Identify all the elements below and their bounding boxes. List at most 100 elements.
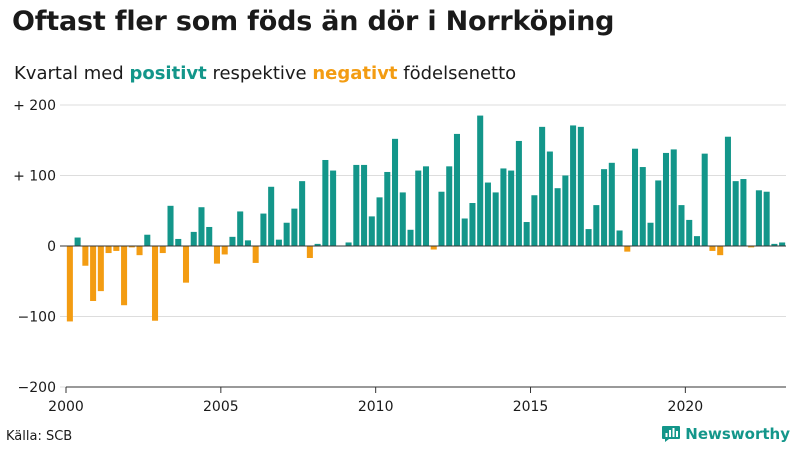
x-tick-label: 2005 [203,399,239,415]
bar [624,246,631,252]
bar [562,175,569,246]
subtitle-positive-label: positivt [129,63,207,84]
y-tick-label: −200 [18,380,56,396]
bar [616,230,623,246]
bar [353,164,360,246]
x-tick-label: 2000 [48,399,84,415]
bar [438,191,445,246]
bar [361,164,368,246]
bar [376,197,383,246]
bar [593,205,600,246]
bar [167,205,174,246]
bar [190,231,197,246]
bar [121,246,128,306]
x-tick-label: 2020 [668,399,704,415]
bar [500,168,507,246]
bar [136,246,143,256]
bar [515,140,522,246]
bar [484,182,491,246]
bar [647,222,654,246]
subtitle-prefix: Kvartal med [14,63,124,84]
bar [662,152,670,246]
bar [275,239,282,246]
bar [105,246,112,254]
bar [229,236,236,246]
bar [461,218,468,246]
bar [283,222,290,246]
bar [345,242,352,246]
bar [175,238,182,246]
bar [144,234,151,246]
bar [755,190,762,246]
bar [632,148,639,246]
y-tick-label: + 200 [13,98,56,114]
bar [113,246,120,251]
bar [570,125,577,246]
bar [539,126,546,246]
x-tick-label: 2015 [513,399,549,415]
bar [221,246,228,255]
brand-logo: Newsworthy [661,425,790,443]
bar [724,136,731,246]
bar [82,246,89,266]
bar [252,246,259,263]
bar [268,186,275,246]
bar [314,243,321,246]
bar [678,205,685,246]
newsworthy-logo-icon [662,426,681,442]
bar [577,126,584,246]
bar [655,180,662,246]
bar [415,170,422,246]
bar [477,115,484,247]
bar [299,181,306,246]
bar [407,229,414,246]
bar [152,246,159,321]
chart-subtitle: Kvartal med positivt respektive negativt… [14,63,516,84]
bar [771,243,778,246]
bar [392,138,399,246]
bar [779,242,786,246]
bar [422,166,430,246]
bar [709,246,716,251]
bar [213,246,220,264]
bar [182,246,190,283]
subtitle-middle: respektive [212,63,307,84]
y-tick-label: 0 [47,239,56,255]
bar [446,166,453,246]
bar [469,203,476,246]
bar [717,246,724,256]
bar [430,246,437,250]
bar [97,246,104,292]
bar [508,170,515,246]
bar [306,246,313,258]
bar [608,162,615,246]
bar [546,151,553,246]
bar [198,207,205,246]
bar [399,192,406,246]
bar [159,246,166,254]
bar [701,153,708,246]
bar [74,237,81,246]
x-tick-label: 2010 [358,399,394,415]
bar [322,159,329,246]
bar [740,179,747,246]
bar [453,133,460,246]
bar [90,246,97,301]
subtitle-suffix: födelsenetto [403,63,517,84]
bar [585,229,592,246]
brand-name: Newsworthy [685,425,790,443]
bar [686,219,693,246]
bar [531,195,538,246]
bar [670,149,677,246]
bar [732,181,739,246]
bar [291,208,298,246]
bar [601,169,608,246]
bar [237,211,244,246]
bar [260,213,267,246]
subtitle-negative-label: negativt [312,63,398,84]
chart-title: Oftast fler som föds än dör i Norrköping [12,6,615,37]
bar [128,246,135,248]
y-tick-label: −100 [18,310,56,326]
bar [763,191,770,246]
